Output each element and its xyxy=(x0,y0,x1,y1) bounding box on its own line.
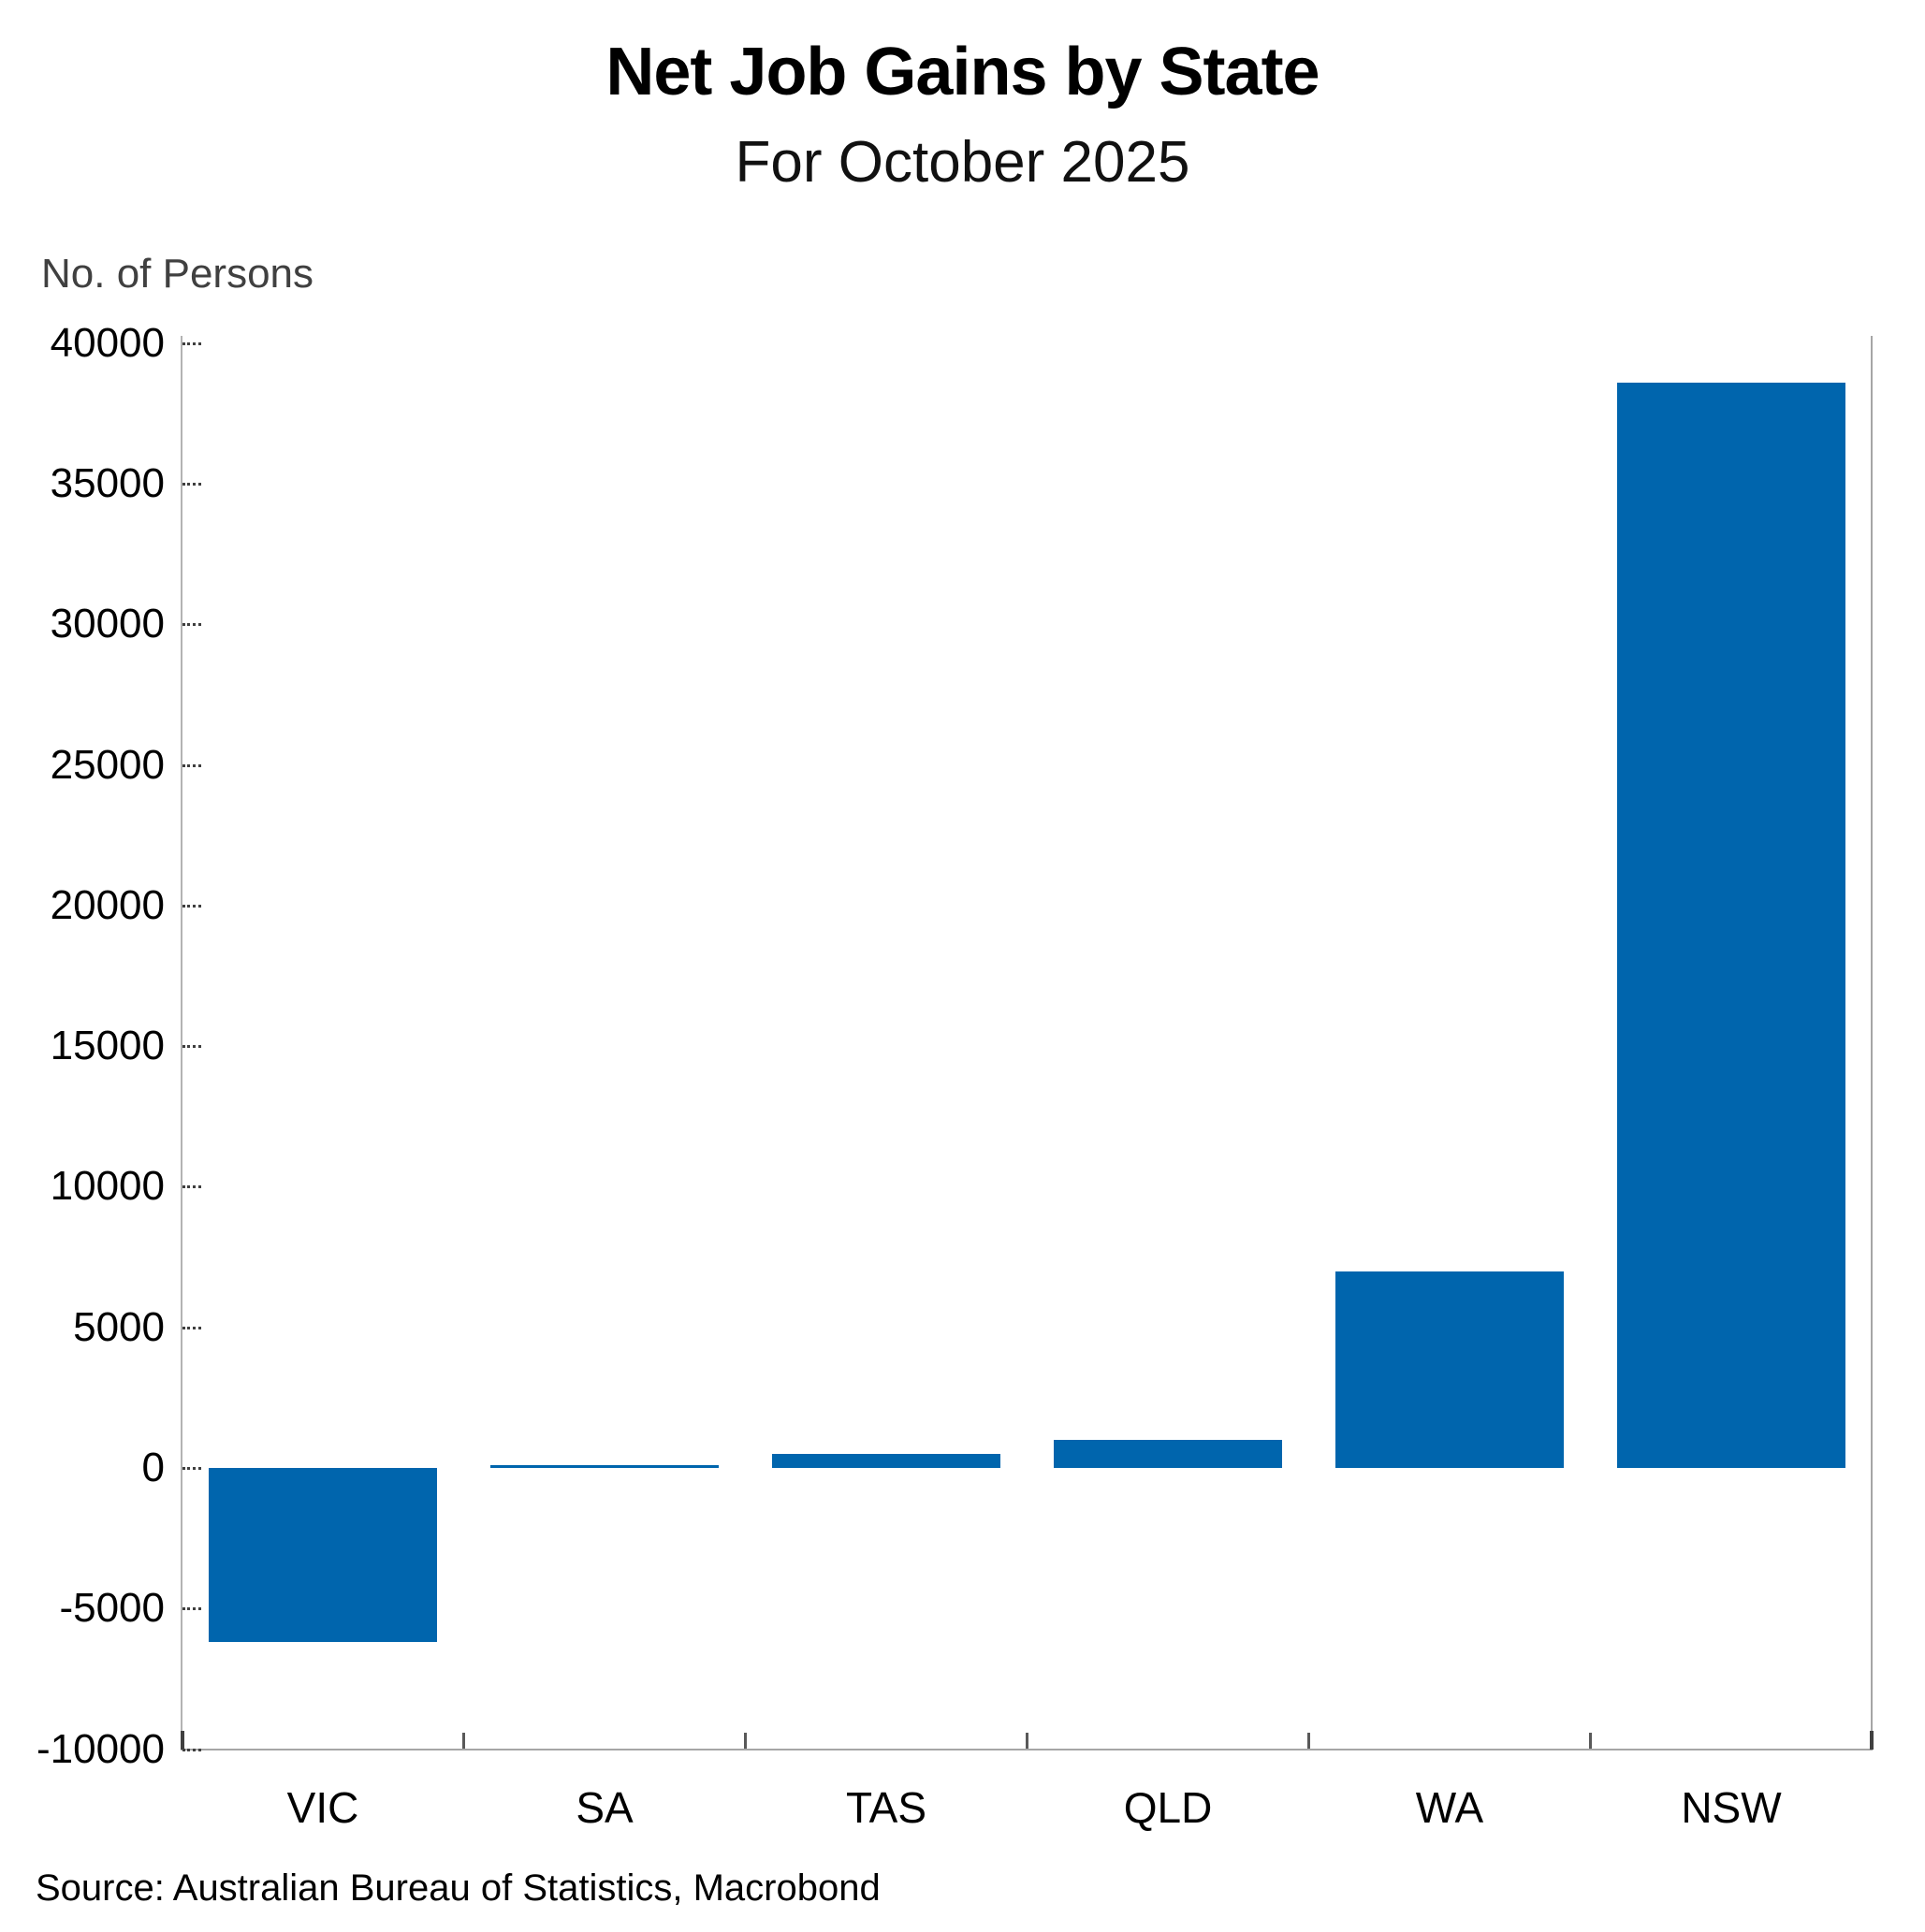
x-tick-mark xyxy=(462,1732,465,1749)
x-tick-mark xyxy=(1026,1732,1028,1749)
source-note: Source: Australian Bureau of Statistics,… xyxy=(36,1867,881,1909)
y-tick-mark xyxy=(182,1326,201,1329)
x-category-label-vic: VIC xyxy=(286,1782,359,1832)
x-tick-mark xyxy=(1307,1732,1310,1749)
x-tick-mark xyxy=(744,1732,747,1749)
y-tick-label: -10000 xyxy=(36,1725,165,1772)
y-tick-label: 25000 xyxy=(50,741,165,788)
y-tick-label: 20000 xyxy=(50,881,165,928)
x-tick-mark xyxy=(1589,1732,1592,1749)
y-tick-mark xyxy=(182,1467,201,1470)
plot-right-border xyxy=(1871,335,1873,1750)
chart-title: Net Job Gains by State xyxy=(605,35,1320,109)
bar-vic xyxy=(208,1468,437,1643)
x-axis-line xyxy=(181,1748,1873,1750)
x-category-label-wa: WA xyxy=(1415,1782,1484,1832)
bar-wa xyxy=(1334,1271,1564,1468)
y-tick-label: 10000 xyxy=(50,1163,165,1210)
y-tick-mark xyxy=(182,904,201,908)
y-tick-mark xyxy=(182,483,201,487)
plot-area xyxy=(182,335,1872,1750)
bar-tas xyxy=(771,1453,1000,1468)
x-axis-right-corner-cap xyxy=(1870,1730,1874,1750)
chart-subtitle: For October 2025 xyxy=(735,130,1190,195)
x-category-label-nsw: NSW xyxy=(1681,1782,1782,1832)
y-tick-label: 40000 xyxy=(50,319,165,366)
y-tick-label: 35000 xyxy=(50,460,165,507)
y-tick-mark xyxy=(182,763,201,767)
bar-nsw xyxy=(1616,382,1845,1468)
y-tick-label: -5000 xyxy=(59,1585,165,1632)
x-category-label-qld: QLD xyxy=(1123,1782,1213,1832)
x-axis-left-corner-cap xyxy=(181,1730,184,1750)
y-tick-mark xyxy=(182,1607,201,1611)
x-category-label-sa: SA xyxy=(576,1782,634,1832)
bar-qld xyxy=(1053,1439,1282,1468)
y-tick-label: 0 xyxy=(141,1445,165,1490)
bar-sa xyxy=(489,1464,719,1468)
x-category-label-tas: TAS xyxy=(845,1782,927,1832)
y-tick-label: 15000 xyxy=(50,1023,165,1069)
y-axis-line xyxy=(181,335,182,1750)
y-tick-mark xyxy=(182,1045,201,1049)
y-tick-mark xyxy=(182,1185,201,1189)
y-tick-label: 5000 xyxy=(73,1303,165,1350)
y-tick-mark xyxy=(182,1748,201,1751)
y-tick-mark xyxy=(182,623,201,627)
y-tick-mark xyxy=(182,341,201,345)
y-tick-label: 30000 xyxy=(50,601,165,647)
y-axis-unit-label: No. of Persons xyxy=(41,251,314,297)
